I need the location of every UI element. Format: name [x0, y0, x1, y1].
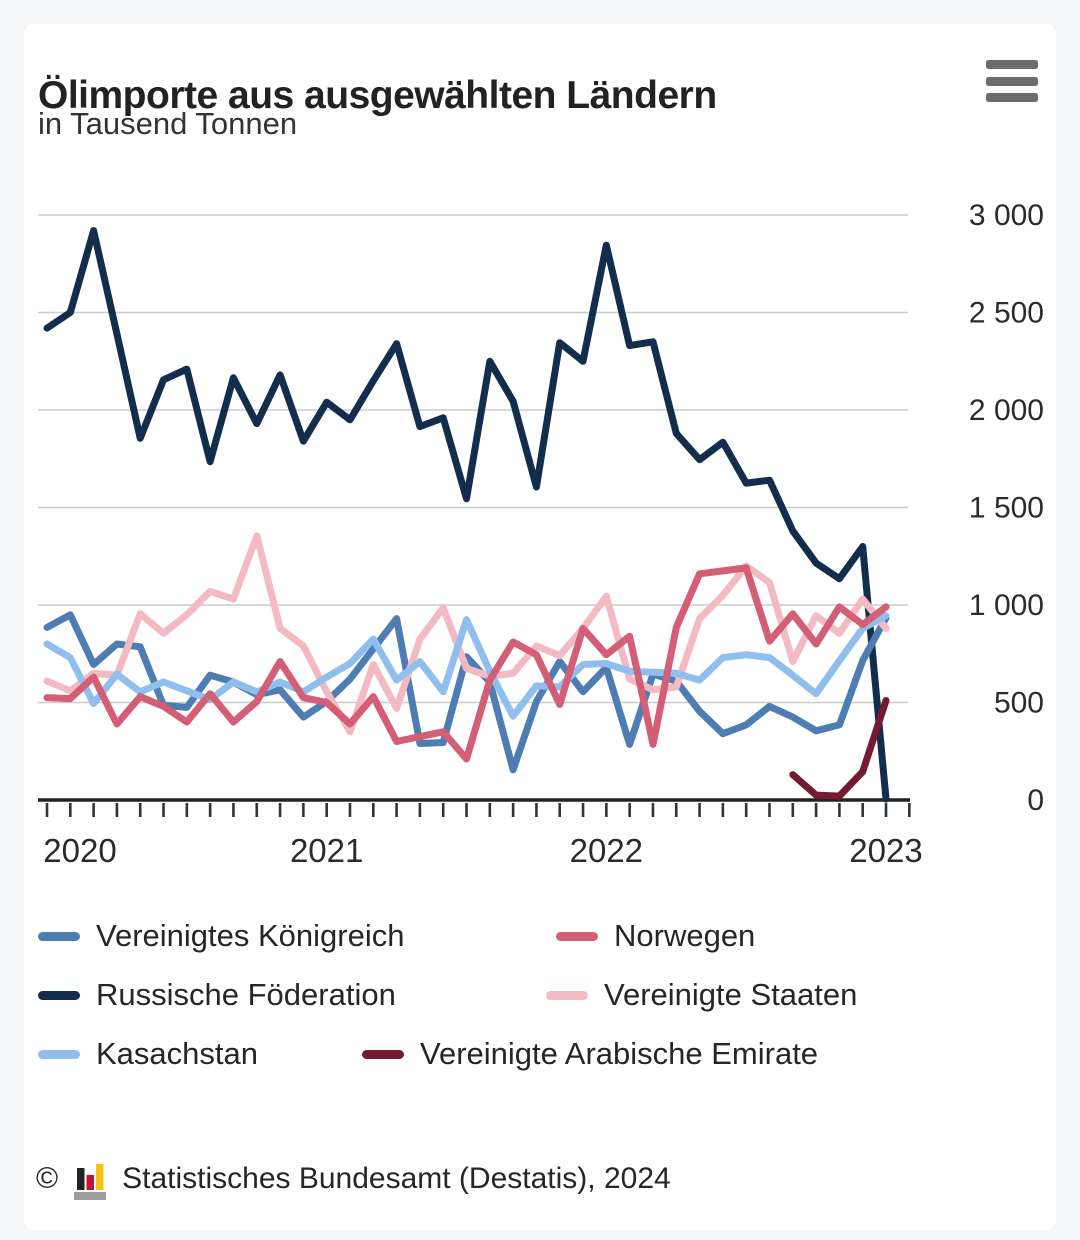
svg-text:2020: 2020	[43, 832, 116, 869]
source-credit: © Statistisches Bundesamt (Destatis), 20…	[36, 1158, 671, 1200]
legend-swatch-icon	[362, 1049, 404, 1059]
legend-label: Russische Föderation	[96, 977, 396, 1012]
svg-text:1 000: 1 000	[969, 589, 1044, 622]
legend-label: Vereinigtes Königreich	[96, 918, 405, 953]
svg-text:2022: 2022	[570, 832, 643, 869]
legend-label: Norwegen	[614, 918, 756, 953]
legend-swatch-icon	[38, 1049, 80, 1059]
legend-item-norwegen[interactable]: Norwegen	[556, 914, 755, 958]
legend-swatch-icon	[556, 931, 598, 941]
legend-label: Vereinigte Arabische Emirate	[420, 1036, 819, 1071]
svg-text:2021: 2021	[290, 832, 363, 869]
legend-label: Kasachstan	[96, 1036, 258, 1071]
hamburger-icon	[986, 93, 1038, 102]
line-chart: 0 500 1 000 1 500 2 000 2 500 3 000 2020 2021 202…	[0, 170, 1080, 880]
legend-item-kasachstan[interactable]: Kasachstan	[38, 1032, 258, 1076]
legend-swatch-icon	[546, 990, 588, 1000]
hamburger-icon	[986, 60, 1038, 69]
svg-text:1 500: 1 500	[969, 492, 1044, 525]
copyright-symbol: ©	[36, 1162, 59, 1195]
legend-item-vereinigte-arabische-emirate[interactable]: Vereinigte Arabische Emirate	[362, 1032, 818, 1076]
chart-legend: Vereinigtes Königreich Norwegen Russisch…	[0, 914, 1080, 1104]
legend-item-vereinigtes-koenigreich[interactable]: Vereinigtes Königreich	[38, 914, 404, 958]
page-title: Ölimporte aus ausgewählten Ländern	[38, 74, 717, 118]
legend-label: Vereinigte Staaten	[604, 977, 858, 1012]
legend-swatch-icon	[38, 990, 80, 1000]
svg-text:2 500: 2 500	[969, 297, 1044, 330]
legend-item-russische-foederation[interactable]: Russische Föderation	[38, 973, 396, 1017]
svg-text:2 000: 2 000	[969, 394, 1044, 427]
legend-swatch-icon	[38, 931, 80, 941]
hamburger-icon	[986, 76, 1038, 86]
chart-menu-button[interactable]	[986, 58, 1042, 104]
svg-text:3 000: 3 000	[969, 199, 1044, 232]
svg-text:0: 0	[1027, 784, 1044, 817]
legend-item-vereinigte-staaten[interactable]: Vereinigte Staaten	[546, 973, 857, 1017]
destatis-logo-icon	[74, 1164, 107, 1200]
svg-text:500: 500	[994, 687, 1044, 720]
source-text: Statistisches Bundesamt (Destatis), 2024	[122, 1162, 671, 1195]
page-subtitle: in Tausend Tonnen	[38, 106, 298, 141]
chart-canvas: 0 500 1 000 1 500 2 000 2 500 3 000 2020 2021 202…	[38, 199, 1044, 869]
svg-text:2023: 2023	[849, 832, 922, 869]
